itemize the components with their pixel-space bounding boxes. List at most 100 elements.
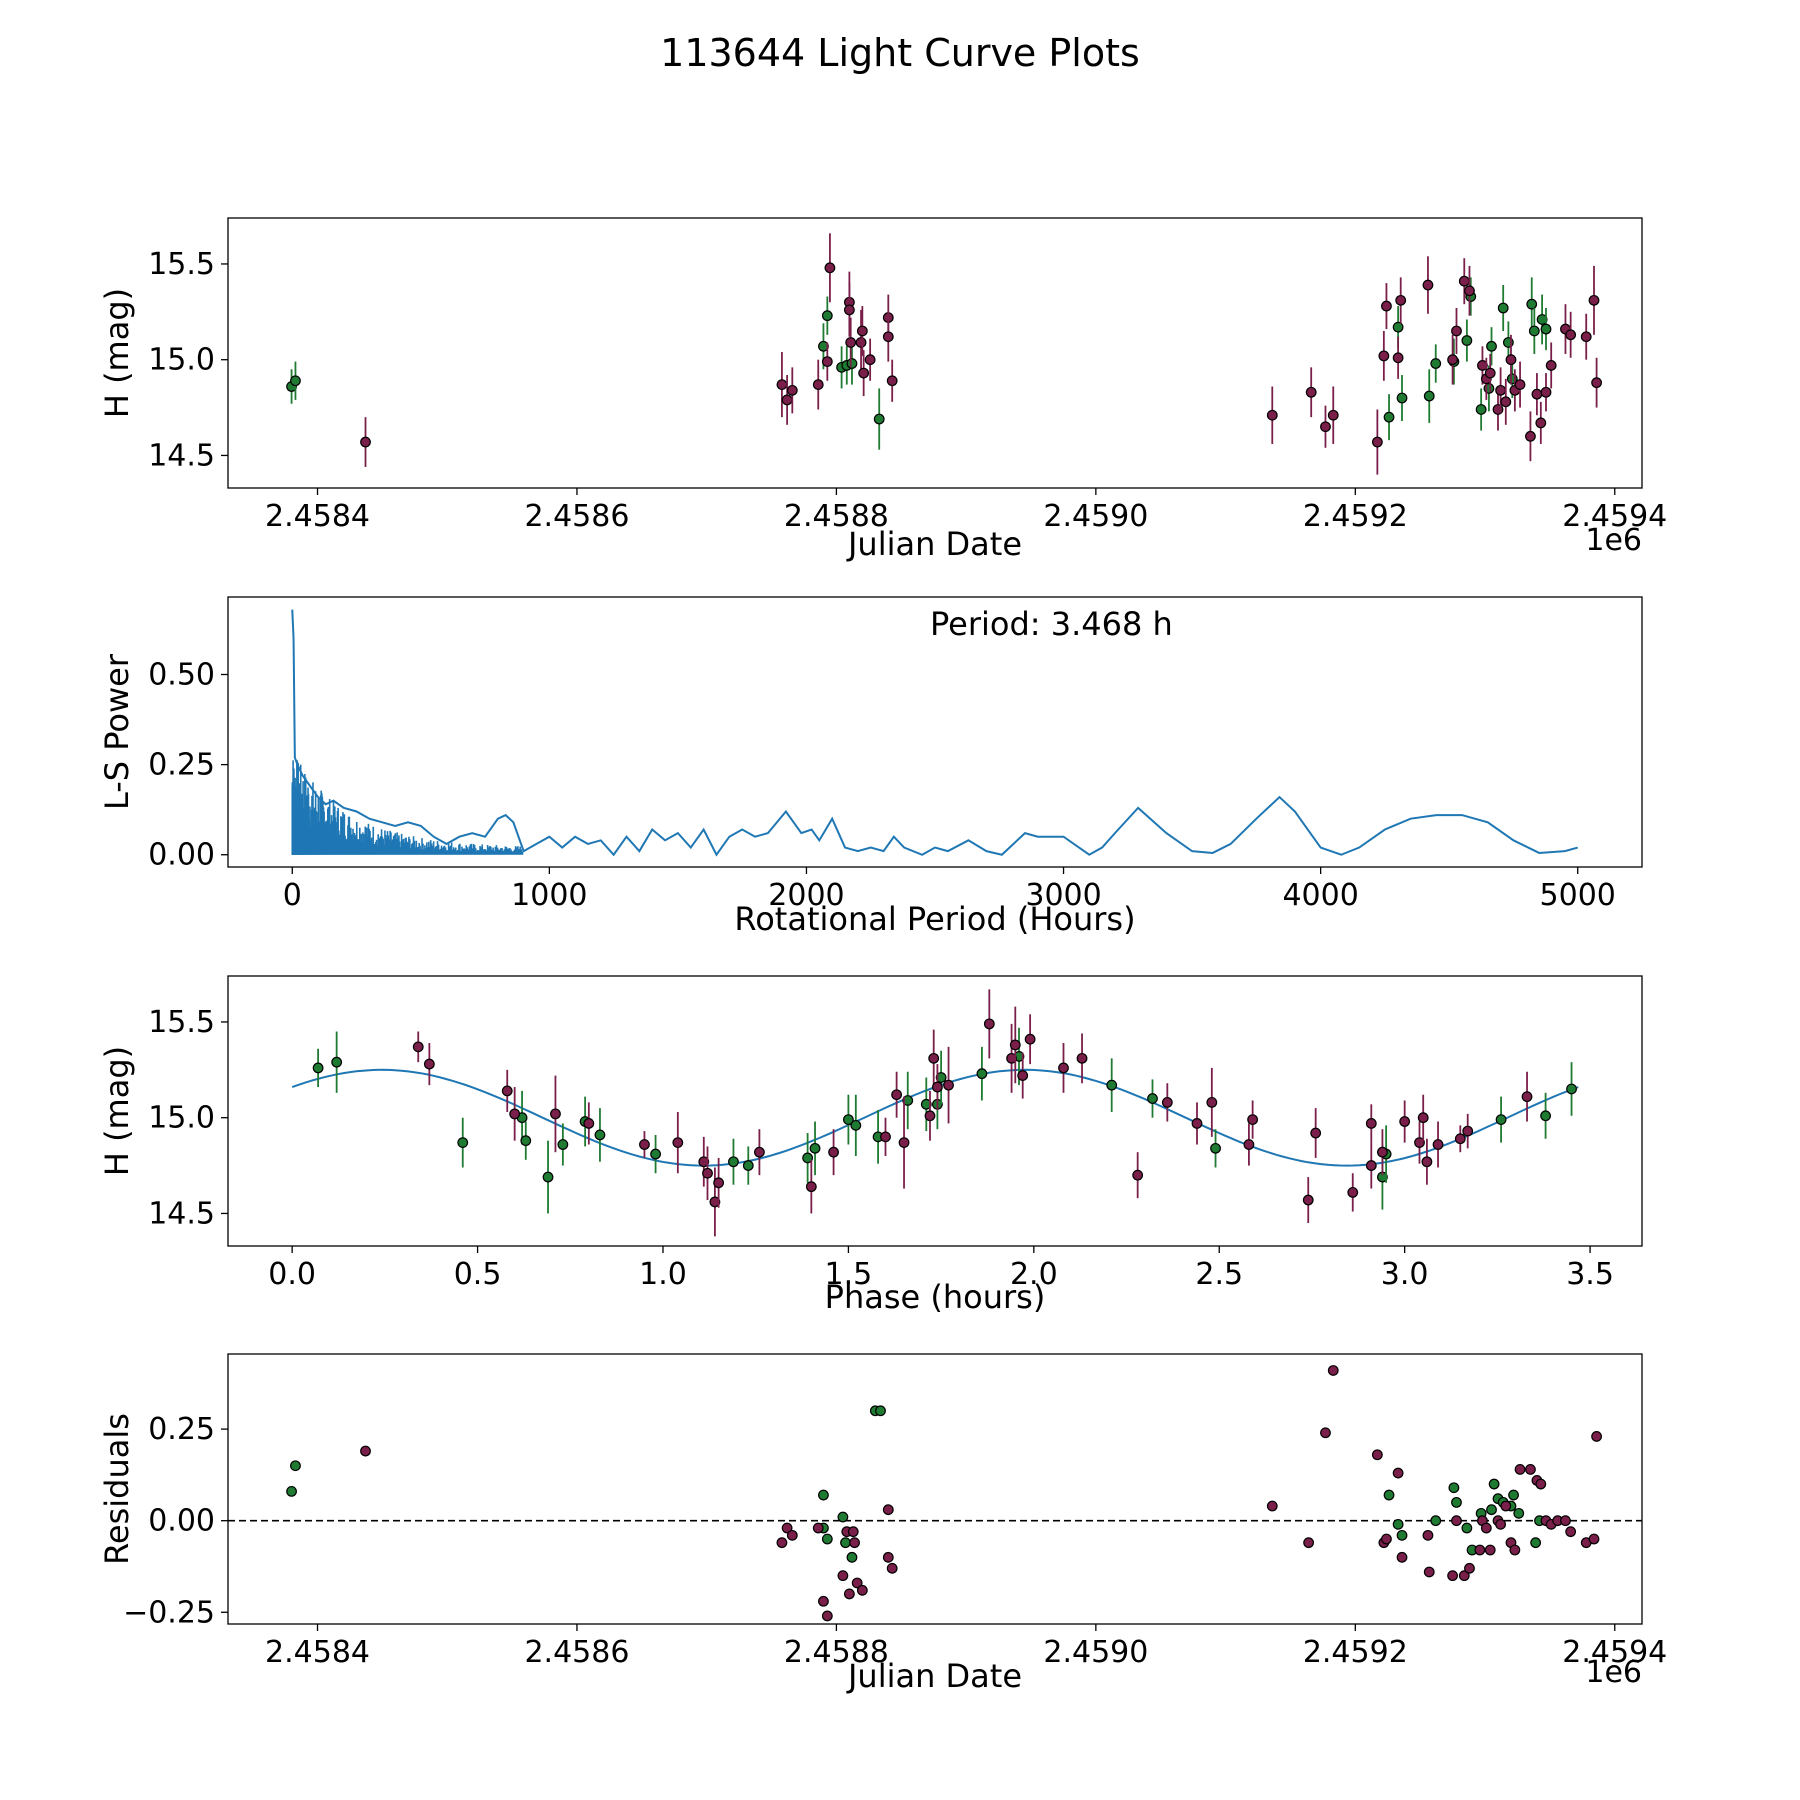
- y-tick-label: −0.25: [123, 1595, 215, 1630]
- data-point-green: [290, 375, 301, 387]
- data-point-green: [1488, 1478, 1500, 1490]
- data-point-red: [501, 1085, 513, 1097]
- data-point-green: [843, 1114, 854, 1126]
- data-point-green: [1147, 1093, 1158, 1104]
- data-point-red: [851, 1577, 863, 1589]
- data-point-red: [1480, 1522, 1492, 1534]
- data-point-green: [1486, 340, 1497, 352]
- data-point-red: [828, 1146, 839, 1158]
- y-axis-label: Residuals: [98, 1413, 136, 1565]
- data-point-green: [818, 1489, 829, 1501]
- data-point-red: [1423, 1566, 1435, 1578]
- data-point-green: [290, 1460, 301, 1472]
- x-tick-label: 0: [283, 878, 302, 913]
- data-point-red: [1266, 409, 1278, 421]
- data-point-red: [781, 1522, 793, 1534]
- data-point-red: [843, 304, 855, 316]
- x-tick-label: 1000: [511, 878, 587, 913]
- data-point-red: [786, 384, 798, 396]
- y-tick-label: 15.5: [148, 247, 215, 282]
- data-point-green: [1526, 298, 1538, 310]
- data-point-green: [802, 1152, 814, 1164]
- data-point-red: [1514, 379, 1526, 390]
- x-axis-label: Julian Date: [846, 1657, 1022, 1695]
- data-point-red: [776, 1537, 788, 1549]
- data-point-red: [1500, 396, 1512, 408]
- data-point-red: [1243, 1139, 1255, 1150]
- data-point-red: [849, 1537, 860, 1549]
- data-point-red: [1395, 294, 1407, 306]
- data-point-green: [1396, 1529, 1408, 1541]
- data-point-red: [1006, 1052, 1017, 1064]
- data-point-red: [713, 1177, 725, 1189]
- data-point-green: [1210, 1142, 1221, 1154]
- data-point-red: [1266, 1500, 1278, 1512]
- data-point-green: [1392, 1518, 1404, 1530]
- plot-area: [227, 1353, 1643, 1625]
- panel-phased: 0.0 0.5 1.0 1.5 2.0 2.5 3.0 3.5 14.5 15.0 15.5 Phas…: [98, 975, 1643, 1316]
- plot-area: [227, 217, 1643, 489]
- data-point-green: [1495, 1114, 1507, 1126]
- data-point-red: [709, 1196, 721, 1208]
- data-point-green: [1383, 411, 1395, 423]
- x-tick-label: 1.0: [639, 1257, 687, 1292]
- data-point-red: [702, 1167, 713, 1179]
- data-point-red: [1017, 1070, 1029, 1081]
- data-point-red: [1505, 354, 1517, 366]
- data-point-green: [821, 310, 833, 322]
- data-point-red: [1377, 1146, 1388, 1158]
- period-annotation: Period: 3.468 h: [930, 605, 1173, 643]
- data-point-red: [1381, 300, 1392, 312]
- data-point-red: [1310, 1127, 1322, 1139]
- data-point-green: [742, 1160, 754, 1171]
- data-point-red: [1009, 1039, 1021, 1051]
- data-point-red: [1451, 1515, 1462, 1527]
- data-point-red: [1132, 1169, 1144, 1181]
- x-offset-text: 1e6: [1585, 1655, 1642, 1690]
- data-point-red: [1588, 1533, 1600, 1545]
- data-point-green: [1423, 390, 1435, 402]
- data-point-red: [1422, 1529, 1434, 1541]
- y-tick-label: 14.5: [148, 438, 215, 473]
- data-point-green: [1396, 392, 1408, 404]
- x-axis-label: Julian Date: [846, 525, 1022, 563]
- data-point-red: [1545, 360, 1557, 371]
- data-point-red: [776, 379, 788, 390]
- panel-residuals: 2.4584 2.4586 2.4588 2.4590 2.4592 2.4594 −0.2…: [98, 1353, 1667, 1695]
- x-tick-label: 2.4586: [524, 1635, 629, 1670]
- data-point-red: [886, 375, 898, 387]
- data-point-red: [818, 1595, 829, 1607]
- data-point-red: [1535, 417, 1547, 429]
- data-point-red: [1303, 1537, 1315, 1549]
- data-point-green: [809, 1142, 821, 1154]
- x-tick-label: 2.4594: [1562, 499, 1667, 534]
- data-point-green: [1540, 323, 1552, 335]
- periodogram-spikes: [291, 760, 524, 855]
- data-point-green: [850, 1119, 862, 1131]
- data-point-red: [1371, 1449, 1383, 1461]
- data-point-green: [821, 1533, 833, 1545]
- data-point-red: [781, 394, 793, 406]
- x-tick-label: 2000: [768, 878, 844, 913]
- data-point-red: [412, 1041, 424, 1053]
- data-point-red: [1525, 1464, 1536, 1475]
- data-point-red: [812, 1522, 824, 1534]
- y-tick-label: 15.0: [148, 343, 215, 378]
- data-point-green: [902, 1095, 914, 1106]
- x-tick-label: 2.4586: [524, 499, 629, 534]
- data-point-red: [943, 1079, 954, 1091]
- x-tick-label: 2.4590: [1043, 1635, 1148, 1670]
- x-tick-label: 3.5: [1566, 1257, 1614, 1292]
- x-tick-label: 3.0: [1381, 1257, 1429, 1292]
- data-point-green: [1106, 1079, 1118, 1091]
- data-point-red: [1591, 1431, 1602, 1442]
- data-point-red: [1422, 279, 1434, 291]
- data-point-green: [976, 1068, 988, 1080]
- data-point-green: [542, 1171, 554, 1183]
- x-tick-label: 2.4594: [1562, 1635, 1667, 1670]
- data-point-red: [858, 367, 870, 379]
- data-point-green: [728, 1156, 739, 1168]
- data-point-green: [920, 1098, 932, 1110]
- data-point-green: [1497, 302, 1509, 314]
